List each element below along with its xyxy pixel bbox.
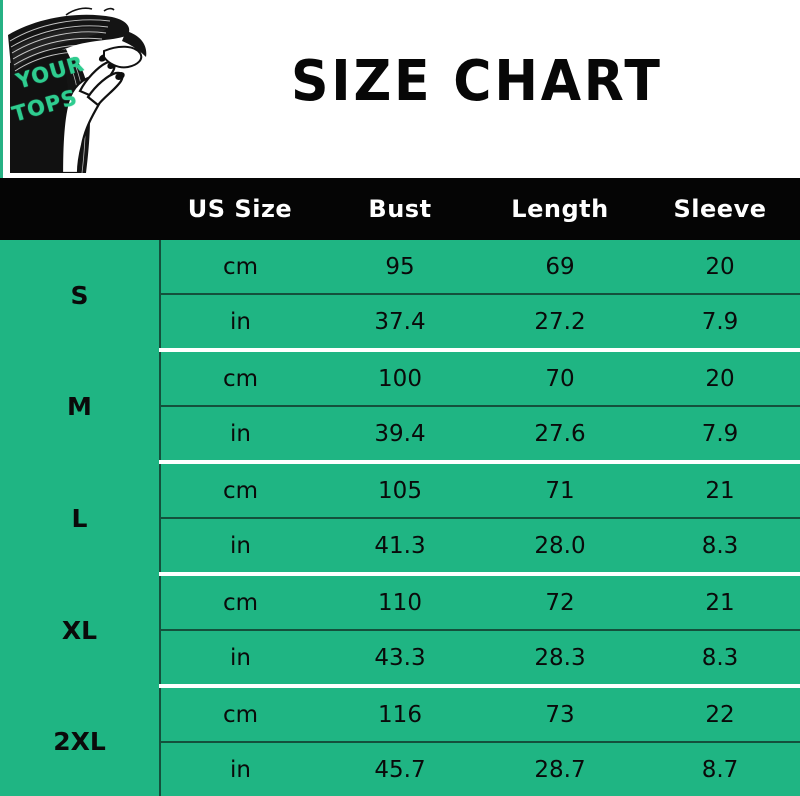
bust-in: 45.7 [320,742,480,796]
size-label-m: M [0,350,161,462]
bust-in: 39.4 [320,406,480,464]
banner-inner: YOUR TOPS SIZE CHART [3,0,800,178]
sleeve-in: 8.7 [640,742,800,796]
length-cm: 71 [480,462,640,519]
page-title: SIZE CHART [291,49,663,114]
bust-cm: 110 [320,574,480,631]
bust-in: 43.3 [320,630,480,688]
sleeve-cm: 21 [640,574,800,631]
sleeve-cm: 20 [640,350,800,407]
sleeve-cm: 21 [640,462,800,519]
bust-cm: 116 [320,686,480,743]
unit-in: in [160,630,320,688]
size-chart-table: US Size Bust Length Sleeve S cm 95 69 20… [0,178,800,796]
size-label-2xl: 2XL [0,686,161,796]
table-row: in 43.3 28.3 8.3 [0,630,800,688]
size-label-l: L [0,462,161,574]
brand-illustration [8,5,171,173]
table-body: S cm 95 69 20 in 37.4 27.2 7.9 M cm 100 [0,240,800,796]
table-row: M cm 100 70 20 [0,350,800,462]
table-row: L cm 105 71 21 [0,462,800,574]
bust-cm: 100 [320,350,480,407]
length-in: 28.3 [480,630,640,688]
unit-cm: cm [160,686,320,743]
bust-cm: 105 [320,462,480,519]
unit-cm: cm [160,462,320,519]
unit-in: in [160,742,320,796]
length-in: 28.0 [480,518,640,576]
sleeve-in: 7.9 [640,294,800,352]
length-in: 28.7 [480,742,640,796]
sleeve-cm: 20 [640,240,800,295]
header-us-size: US Size [160,178,320,240]
header-sleeve: Sleeve [640,178,800,240]
bust-in: 37.4 [320,294,480,352]
banner-header: YOUR TOPS SIZE CHART [0,0,800,178]
table-row: 2XL cm 116 73 22 [0,686,800,796]
header-blank [0,178,160,240]
length-cm: 70 [480,350,640,407]
table-row: in 41.3 28.0 8.3 [0,518,800,576]
size-table-container: US Size Bust Length Sleeve S cm 95 69 20… [0,178,800,796]
length-cm: 72 [480,574,640,631]
table-row: S cm 95 69 20 [0,240,800,350]
length-in: 27.6 [480,406,640,464]
header-bust: Bust [320,178,480,240]
bust-cm: 95 [320,240,480,295]
header-length: Length [480,178,640,240]
sleeve-in: 8.3 [640,630,800,688]
length-in: 27.2 [480,294,640,352]
unit-in: in [160,406,320,464]
woman-holding-hair-icon [8,5,171,173]
table-row: in 39.4 27.6 7.9 [0,406,800,464]
size-label-s: S [0,240,161,350]
table-head: US Size Bust Length Sleeve [0,178,800,240]
size-label-xl: XL [0,574,161,686]
unit-cm: cm [160,240,320,295]
unit-cm: cm [160,574,320,631]
length-cm: 73 [480,686,640,743]
unit-in: in [160,518,320,576]
sleeve-in: 8.3 [640,518,800,576]
header-row: US Size Bust Length Sleeve [0,178,800,240]
sleeve-in: 7.9 [640,406,800,464]
bust-in: 41.3 [320,518,480,576]
unit-in: in [160,294,320,352]
table-row: XL cm 110 72 21 [0,574,800,686]
unit-cm: cm [160,350,320,407]
table-row: in 37.4 27.2 7.9 [0,294,800,352]
length-cm: 69 [480,240,640,295]
sleeve-cm: 22 [640,686,800,743]
